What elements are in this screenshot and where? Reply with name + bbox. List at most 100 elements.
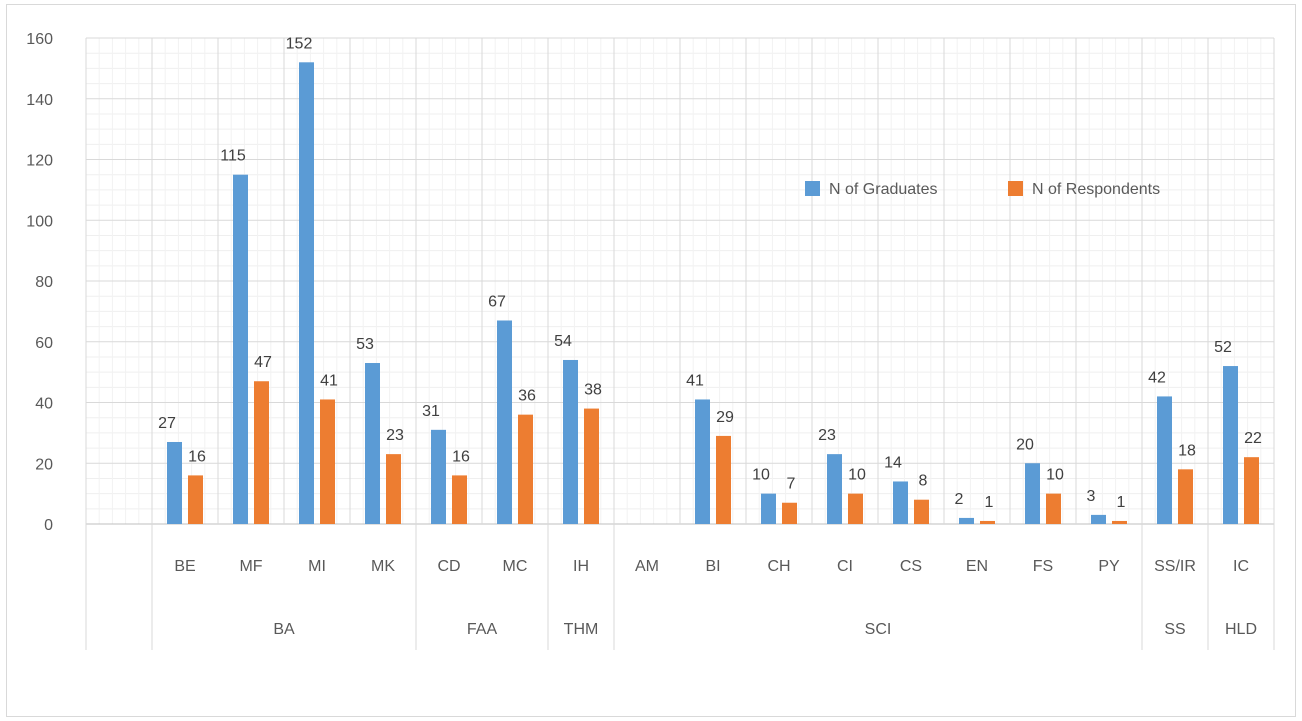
category-labels: BE MF MI MK CD MC IH AM BI CH CI CS EN FS PY SS/IR IC <box>174 558 1249 575</box>
data-label-respondents: 1 <box>985 494 994 511</box>
bar-respondents <box>1046 493 1061 524</box>
data-labels: 27 115 152 53 31 67 54 41 10 23 14 2 20 3 42 52 16 47 41 23… <box>158 35 1262 511</box>
data-label-graduates: 67 <box>488 293 506 310</box>
bar-respondents <box>1244 457 1259 524</box>
data-label-respondents: 41 <box>320 372 338 389</box>
data-label-respondents: 22 <box>1244 430 1262 447</box>
data-label-graduates: 41 <box>686 372 704 389</box>
legend-label-respondents: N of Respondents <box>1032 181 1160 198</box>
x-category-label: FS <box>1033 558 1053 575</box>
data-label-graduates: 152 <box>286 35 313 52</box>
x-category-label: BE <box>174 558 195 575</box>
bar-graduates <box>959 517 974 524</box>
data-label-respondents: 23 <box>386 427 404 444</box>
bar-respondents <box>1178 469 1193 524</box>
x-category-label: MI <box>308 558 326 575</box>
x-group-label: BA <box>273 621 295 638</box>
data-label-graduates: 20 <box>1016 436 1034 453</box>
x-group-label: SS <box>1164 621 1185 638</box>
x-category-label: MC <box>503 558 528 575</box>
bar-respondents <box>584 408 599 524</box>
category-dividers <box>85 38 1275 650</box>
data-label-graduates: 14 <box>884 454 902 471</box>
data-label-respondents: 47 <box>254 354 272 371</box>
x-category-label: CI <box>837 558 853 575</box>
bar-series <box>167 62 1259 525</box>
data-label-respondents: 29 <box>716 409 734 426</box>
y-tick-label: 160 <box>26 31 53 48</box>
bar-graduates <box>1025 463 1040 524</box>
x-category-label: MK <box>371 558 395 575</box>
x-category-label: CS <box>900 558 922 575</box>
x-group-label: THM <box>564 621 599 638</box>
y-tick-label: 60 <box>35 335 53 352</box>
data-label-graduates: 10 <box>752 467 770 484</box>
y-axis-tick-labels: 0 20 40 60 80 100 120 140 160 <box>26 31 53 534</box>
data-label-graduates: 52 <box>1214 339 1232 356</box>
x-category-label: MF <box>239 558 262 575</box>
y-tick-label: 140 <box>26 92 53 109</box>
data-label-respondents: 16 <box>188 448 206 465</box>
data-label-respondents: 10 <box>1046 467 1064 484</box>
group-labels: BA FAA THM SCI SS HLD <box>273 621 1257 638</box>
data-label-respondents: 38 <box>584 382 602 399</box>
data-label-graduates: 27 <box>158 415 176 432</box>
bar-graduates <box>1223 366 1238 524</box>
bar-graduates <box>1157 396 1172 524</box>
data-label-graduates: 115 <box>220 148 246 165</box>
y-tick-label: 100 <box>26 213 53 230</box>
bar-respondents <box>518 414 533 524</box>
data-label-graduates: 23 <box>818 427 836 444</box>
x-group-label: HLD <box>1225 621 1257 638</box>
bar-graduates <box>1091 514 1106 524</box>
data-label-respondents: 18 <box>1178 442 1196 459</box>
legend: N of Graduates N of Respondents <box>805 181 1160 198</box>
bar-graduates <box>827 454 842 524</box>
x-category-label: AM <box>635 558 659 575</box>
legend-label-graduates: N of Graduates <box>829 181 938 198</box>
data-label-respondents: 1 <box>1117 494 1126 511</box>
x-group-label: FAA <box>467 621 498 638</box>
bar-respondents <box>782 502 797 524</box>
x-category-label: SS/IR <box>1154 558 1196 575</box>
bar-respondents <box>716 435 731 524</box>
bar-respondents <box>452 475 467 524</box>
data-label-respondents: 10 <box>848 467 866 484</box>
x-category-label: PY <box>1098 558 1120 575</box>
data-label-graduates: 42 <box>1148 369 1166 386</box>
data-label-graduates: 2 <box>955 491 964 508</box>
data-label-respondents: 16 <box>452 448 470 465</box>
data-label-graduates: 3 <box>1087 488 1096 505</box>
legend-swatch-graduates <box>805 181 820 196</box>
x-category-label: IC <box>1233 558 1249 575</box>
bar-respondents <box>848 493 863 524</box>
bar-graduates <box>299 62 314 525</box>
bar-respondents <box>386 454 401 524</box>
y-tick-label: 80 <box>35 274 53 291</box>
chart-frame: 0 20 40 60 80 100 120 140 160 27 115 152 53 31 67 54 41… <box>6 4 1296 717</box>
bar-graduates <box>563 359 578 524</box>
bar-respondents <box>980 520 995 524</box>
bar-respondents <box>188 475 203 524</box>
x-category-label: CD <box>437 558 460 575</box>
data-label-graduates: 31 <box>422 403 440 420</box>
x-group-label: SCI <box>865 621 892 638</box>
data-label-graduates: 54 <box>554 333 572 350</box>
bar-respondents <box>914 499 929 524</box>
bar-graduates <box>893 481 908 524</box>
bar-graduates <box>233 174 248 524</box>
bar-respondents <box>320 399 335 524</box>
bar-respondents <box>254 381 269 524</box>
bar-respondents <box>1112 520 1127 524</box>
x-category-label: EN <box>966 558 988 575</box>
x-category-label: BI <box>705 558 720 575</box>
y-tick-label: 20 <box>35 456 53 473</box>
data-label-respondents: 8 <box>919 473 928 490</box>
x-category-label: IH <box>573 558 589 575</box>
y-tick-label: 40 <box>35 396 53 413</box>
bar-graduates <box>695 399 710 524</box>
bar-graduates <box>761 493 776 524</box>
data-label-graduates: 53 <box>356 336 374 353</box>
legend-swatch-respondents <box>1008 181 1023 196</box>
